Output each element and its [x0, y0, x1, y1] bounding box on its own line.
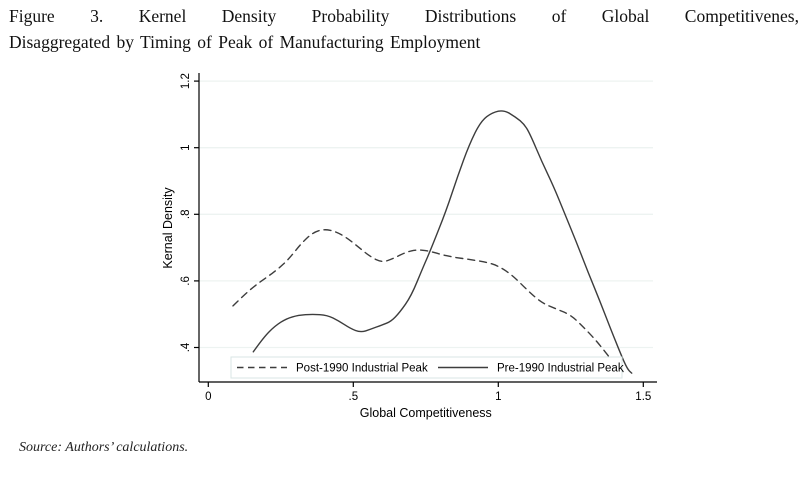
y-tick-label-1: 1 [180, 144, 192, 150]
legend-label-post-1990: Post-1990 Industrial Peak [296, 363, 428, 375]
y-axis-title: Kernal Density [161, 187, 175, 269]
figure-title-line2: Disaggregated by Timing of Peak of Manuf… [9, 32, 481, 52]
figure-title: Figure 3. Kernel Density Probability Dis… [9, 3, 799, 55]
figure-title-line1: Figure 3. Kernel Density Probability Dis… [9, 6, 799, 26]
x-axis-title: Global Competitiveness [360, 406, 492, 420]
legend-label-pre-1990: Pre-1990 Industrial Peak [497, 363, 624, 375]
x-tick-label-.5: .5 [349, 391, 359, 403]
y-tick-label-.6: .6 [180, 276, 192, 286]
source-note: Source: Authors’ calculations. [19, 440, 189, 455]
kernel-density-chart: Post-1990 Industrial Peak Pre-1990 Indust… [150, 62, 720, 437]
legend-box [230, 356, 623, 379]
legend: Post-1990 Industrial Peak Pre-1990 Indust… [230, 356, 624, 379]
x-tick-label-0: 0 [205, 391, 211, 403]
x-tick-label-1.5: 1.5 [635, 391, 651, 403]
curve-post-1990 [232, 229, 624, 373]
y-tick-label-.4: .4 [180, 342, 192, 352]
curve-pre-1990 [252, 110, 633, 374]
y-tick-label-1.2: 1.2 [180, 73, 192, 89]
y-tick-label-.8: .8 [180, 210, 192, 220]
chart-svg: Post-1990 Industrial Peak Pre-1990 Indust… [161, 73, 657, 420]
x-tick-label-1: 1 [495, 391, 501, 403]
